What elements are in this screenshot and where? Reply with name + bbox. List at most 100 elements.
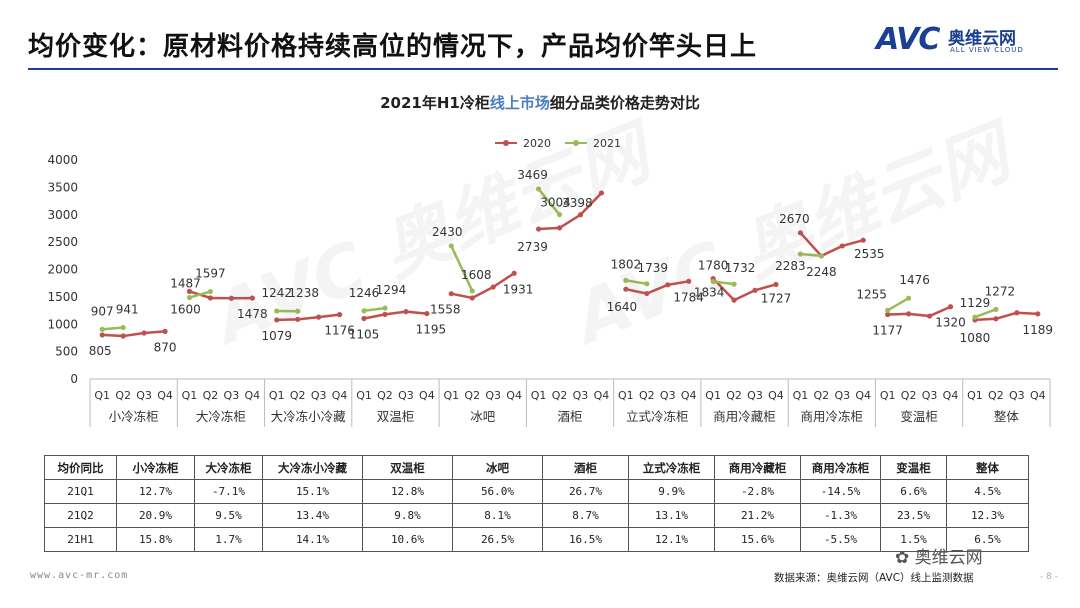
chart-title-prefix: 2021年H1冷柜 [380, 94, 490, 112]
quarter-tick-label: Q4 [943, 389, 959, 402]
series-2021-point [120, 324, 126, 331]
series-2020-line [712, 277, 777, 302]
data-label: 941 [116, 302, 139, 316]
data-label: 3004 [540, 196, 571, 210]
table-cell: 9.9% [628, 479, 715, 504]
data-label: 907 [91, 304, 114, 318]
page-number-value: 8 [1046, 572, 1052, 582]
y-tick-label: 1500 [47, 290, 78, 304]
quarter-tick-label: Q3 [573, 389, 589, 402]
data-label: 1931 [503, 282, 534, 296]
table-cell: 14.1% [262, 527, 363, 552]
series-2020-point [773, 281, 779, 288]
table-cell: 9.8% [362, 503, 453, 528]
series-2020-point [99, 332, 105, 338]
table-cell: -7.1% [194, 479, 263, 504]
series-2020-point [274, 317, 280, 323]
table-header-cell: 小冷冻柜 [116, 455, 195, 480]
data-label: 1238 [288, 286, 319, 300]
series-2021-line [800, 252, 822, 258]
series-2020-point [752, 287, 758, 293]
quarter-tick-label: Q4 [1030, 389, 1046, 402]
series-2020-point [141, 330, 147, 336]
series-2020-line [102, 330, 166, 338]
series-2021-line [712, 280, 735, 286]
series-2020-point [448, 291, 454, 297]
series-2020-point [623, 286, 629, 292]
y-tick-label: 3500 [47, 180, 78, 194]
data-label: 1802 [611, 257, 642, 271]
page-title: 均价变化：原材料价格持续高位的情况下，产品均价竿头日上 [28, 32, 758, 62]
series-2020-point [839, 243, 845, 249]
series-2020-point [885, 311, 891, 318]
quarter-tick-label: Q4 [768, 389, 784, 402]
table-cell: -5.5% [800, 527, 881, 552]
data-label: 1195 [416, 323, 447, 337]
data-label: 1255 [856, 287, 887, 301]
table-header-cell: 商用冷藏柜 [714, 455, 801, 480]
table-cell: 21.2% [714, 503, 801, 528]
series-2021-point [818, 253, 824, 259]
quarter-tick-label: Q2 [203, 389, 219, 402]
data-label: 870 [154, 340, 177, 354]
page-number: - 8 - [1040, 572, 1058, 582]
series-2020-point [207, 295, 214, 301]
series-2021-point [906, 295, 912, 301]
data-label: 2535 [854, 247, 885, 261]
series-2021-point [885, 307, 891, 313]
table-row: 21Q1 12.7% -7.1% 15.1% 12.8% 56.0% 26.7% 9.9% -2… [44, 479, 1029, 504]
data-label: 1732 [725, 261, 756, 275]
series-2020-point [424, 310, 430, 317]
quarter-tick-label: Q2 [115, 389, 131, 402]
table-cell: 1.7% [194, 527, 263, 552]
logo-avc-text: AVC [876, 22, 940, 57]
data-label: 1487 [170, 277, 201, 291]
brand-logo: AVC 奥维云网 ALL VIEW CLOUD [876, 20, 1052, 60]
table-cell: 12.7% [116, 479, 195, 504]
legend-marker [503, 140, 509, 146]
series-2021-point [731, 281, 737, 287]
data-label: 1727 [761, 291, 792, 305]
table-body: 21Q1 12.7% -7.1% 15.1% 12.8% 56.0% 26.7% 9.9% -2… [44, 479, 1029, 552]
category-label: 双温柜 [377, 409, 415, 424]
table-header-cell: 变温柜 [880, 455, 947, 480]
quarter-tick-label: Q3 [834, 389, 850, 402]
table-header-cell: 立式冷冻柜 [628, 455, 715, 480]
series-2021-point [644, 281, 650, 287]
series-2021-point [535, 186, 542, 192]
data-label: 2739 [517, 240, 548, 254]
data-source: 数据来源：奥维云网（AVC）线上监测数据 [774, 572, 974, 584]
data-label: 1558 [430, 303, 461, 317]
table-cell: 8.1% [452, 503, 543, 528]
data-label: 1189 [1023, 323, 1054, 337]
quarter-tick-label: Q2 [552, 389, 568, 402]
quarter-tick-label: Q4 [419, 389, 435, 402]
quarter-tick-label: Q4 [855, 389, 871, 402]
data-label: 1739 [638, 261, 669, 275]
series-2021-point [469, 288, 475, 294]
table-cell: -14.5% [800, 479, 881, 504]
y-tick-label: 0 [70, 372, 78, 386]
quarter-tick-label: Q2 [988, 389, 1004, 402]
series-2020-line [538, 192, 603, 231]
series-2021-line [537, 188, 561, 216]
series-2020-point [295, 316, 301, 322]
table-cell: 1.5% [880, 527, 947, 552]
series-2020-point [797, 230, 804, 236]
table-header-cell: 商用冷冻柜 [800, 455, 881, 480]
quarter-tick-label: Q2 [290, 389, 306, 402]
legend-marker [573, 140, 579, 146]
series-2020-point [249, 295, 255, 301]
series-2020-point [228, 295, 234, 301]
table-cell: 13.4% [262, 503, 363, 528]
quarter-tick-label: Q4 [506, 389, 522, 402]
quarter-tick-label: Q2 [901, 389, 917, 402]
quarter-tick-label: Q1 [618, 389, 634, 402]
quarter-tick-label: Q2 [639, 389, 655, 402]
table-header-row: 均价同比 小冷冻柜 大冷冻柜 大冷冻小冷藏 双温柜 冰吧 酒柜 立式冷冻柜 商用冷藏柜 商用冷冻柜… [44, 455, 1029, 480]
table-header-cell: 酒柜 [542, 455, 629, 480]
quarter-tick-label: Q4 [157, 389, 173, 402]
data-label: 1608 [461, 268, 492, 282]
series-2020-point [906, 311, 912, 317]
series-2021-point [556, 211, 563, 218]
